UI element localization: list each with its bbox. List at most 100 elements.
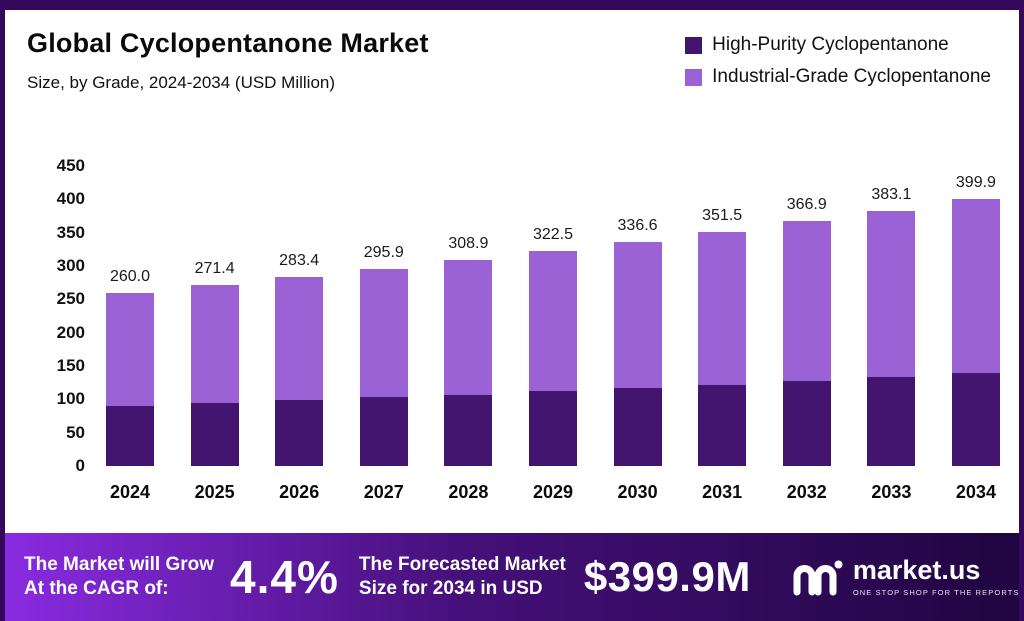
bar-group: 399.9 bbox=[947, 174, 1005, 466]
segment-high-purity bbox=[528, 391, 577, 466]
bar-total-label: 336.6 bbox=[617, 216, 658, 234]
bar-total-label: 260.0 bbox=[109, 267, 151, 285]
bar-group: 336.6 bbox=[609, 217, 667, 466]
x-axis-year-label: 2032 bbox=[786, 482, 827, 502]
bar-stack bbox=[951, 199, 1000, 466]
x-axis-year-label: 2029 bbox=[532, 482, 573, 502]
bar-total-label: 366.9 bbox=[786, 196, 827, 214]
bar-group: 351.5 bbox=[693, 207, 751, 466]
bar-stack bbox=[698, 231, 747, 466]
bar-stack bbox=[444, 260, 493, 466]
bar-group: 260.0 bbox=[101, 268, 159, 466]
y-tick-label: 50 bbox=[66, 422, 85, 442]
segment-high-purity bbox=[190, 402, 239, 466]
legend-label-industrial-grade: Industrial-Grade Cyclopentanone bbox=[712, 66, 991, 87]
segment-high-purity bbox=[698, 384, 747, 466]
bar-total-label: 295.9 bbox=[363, 243, 404, 261]
bar-group: 322.5 bbox=[524, 226, 582, 466]
segment-high-purity bbox=[444, 394, 493, 466]
forecast-value: $399.9M bbox=[583, 553, 751, 600]
bar-total-label: 351.5 bbox=[702, 206, 743, 224]
bar-group: 383.1 bbox=[862, 186, 920, 466]
x-axis-year-label: 2026 bbox=[279, 482, 320, 502]
bar-stack bbox=[613, 241, 662, 466]
y-tick-label: 150 bbox=[56, 356, 85, 375]
segment-industrial-grade bbox=[782, 221, 831, 381]
segment-industrial-grade bbox=[528, 251, 577, 392]
segment-industrial-grade bbox=[444, 260, 493, 395]
x-axis-year-label: 2028 bbox=[448, 482, 489, 502]
x-axis-year-label: 2033 bbox=[871, 482, 912, 502]
segment-industrial-grade bbox=[951, 199, 1000, 373]
forecast-label: The Forecasted Market Size for 2034 in U… bbox=[359, 553, 566, 601]
legend-item-industrial-grade: Industrial-Grade Cyclopentanone bbox=[685, 66, 991, 88]
bar-total-label: 322.5 bbox=[532, 226, 573, 244]
segment-high-purity bbox=[951, 372, 1000, 466]
segment-high-purity bbox=[867, 376, 916, 466]
chart-legend: High-Purity Cyclopentanone Industrial-Gr… bbox=[685, 34, 991, 88]
brand-tagline: ONE STOP SHOP FOR THE REPORTS bbox=[852, 588, 1020, 597]
segment-industrial-grade bbox=[613, 241, 662, 388]
bar-group: 366.9 bbox=[778, 196, 836, 466]
bar-total-label: 308.9 bbox=[448, 235, 489, 253]
bar-stack bbox=[528, 251, 577, 466]
segment-industrial-grade bbox=[106, 292, 154, 406]
brand-block: market.us ONE STOP SHOP FOR THE REPORTS bbox=[791, 556, 1020, 598]
x-axis-year-label: 2024 bbox=[109, 482, 151, 502]
cagr-label-line2: At the CAGR of: bbox=[24, 578, 169, 599]
bar-group: 271.4 bbox=[186, 260, 244, 466]
cagr-value: 4.4% bbox=[230, 551, 339, 603]
bars-area: 260.0 271.4 283.4 295.9 308.9 322.5 336.6 351.5… bbox=[101, 166, 1005, 466]
segment-industrial-grade bbox=[190, 285, 239, 403]
brand-text: market.us ONE STOP SHOP FOR THE REPORTS bbox=[852, 557, 1020, 598]
bar-group: 283.4 bbox=[270, 252, 328, 466]
bottom-banner: The Market will Grow At the CAGR of: 4.4… bbox=[5, 533, 1020, 621]
bar-stack bbox=[782, 221, 831, 466]
legend-swatch-industrial-grade bbox=[685, 68, 703, 86]
forecast-label-line2: Size for 2034 in USD bbox=[358, 578, 543, 599]
y-tick-label: 350 bbox=[56, 222, 85, 242]
bar-stack bbox=[106, 292, 154, 466]
segment-high-purity bbox=[782, 380, 831, 466]
bar-total-label: 271.4 bbox=[194, 260, 235, 278]
bar-total-label: 399.9 bbox=[955, 174, 996, 192]
y-tick-label: 250 bbox=[56, 289, 85, 309]
segment-high-purity bbox=[106, 406, 154, 466]
x-axis-year-label: 2025 bbox=[194, 482, 235, 502]
x-axis-year-label: 2031 bbox=[702, 482, 743, 502]
chart-title: Global Cyclopentanone Market bbox=[27, 28, 429, 58]
segment-high-purity bbox=[613, 388, 662, 466]
segment-industrial-grade bbox=[867, 210, 916, 377]
segment-high-purity bbox=[275, 400, 324, 466]
y-tick-label: 200 bbox=[56, 322, 85, 342]
bar-group: 295.9 bbox=[355, 244, 413, 466]
bar-stack bbox=[359, 268, 408, 466]
bar-total-label: 383.1 bbox=[871, 185, 912, 203]
segment-industrial-grade bbox=[275, 277, 324, 400]
x-axis-labels: 2024 2025 2026 2027 2028 2029 2030 2031 2032 2033… bbox=[101, 482, 1005, 503]
bar-stack bbox=[190, 285, 239, 466]
y-tick-label: 450 bbox=[56, 156, 85, 175]
chart-header: Global Cyclopentanone Market Size, by Gr… bbox=[27, 28, 429, 93]
legend-item-high-purity: High-Purity Cyclopentanone bbox=[685, 34, 991, 56]
y-tick-label: 0 bbox=[75, 456, 85, 475]
market-us-logo-icon bbox=[793, 560, 843, 596]
y-tick-label: 300 bbox=[56, 256, 85, 275]
y-tick-label: 400 bbox=[56, 189, 85, 209]
segment-industrial-grade bbox=[359, 268, 408, 398]
segment-high-purity bbox=[359, 397, 408, 466]
bar-stack bbox=[275, 277, 324, 466]
chart-subtitle: Size, by Grade, 2024-2034 (USD Million) bbox=[27, 73, 336, 92]
bar-stack bbox=[867, 210, 916, 466]
segment-industrial-grade bbox=[698, 231, 747, 385]
bar-group: 308.9 bbox=[439, 235, 497, 466]
x-axis-year-label: 2030 bbox=[617, 482, 658, 502]
bar-total-label: 283.4 bbox=[279, 252, 320, 270]
x-axis-year-label: 2034 bbox=[955, 482, 996, 502]
cagr-label: The Market will Grow At the CAGR of: bbox=[24, 553, 214, 601]
legend-label-high-purity: High-Purity Cyclopentanone bbox=[712, 34, 949, 55]
cagr-label-line1: The Market will Grow bbox=[24, 554, 215, 576]
y-axis: 450 400 350 300 250 200 150 100 50 0 bbox=[29, 156, 85, 475]
forecast-label-line1: The Forecasted Market bbox=[358, 554, 566, 576]
